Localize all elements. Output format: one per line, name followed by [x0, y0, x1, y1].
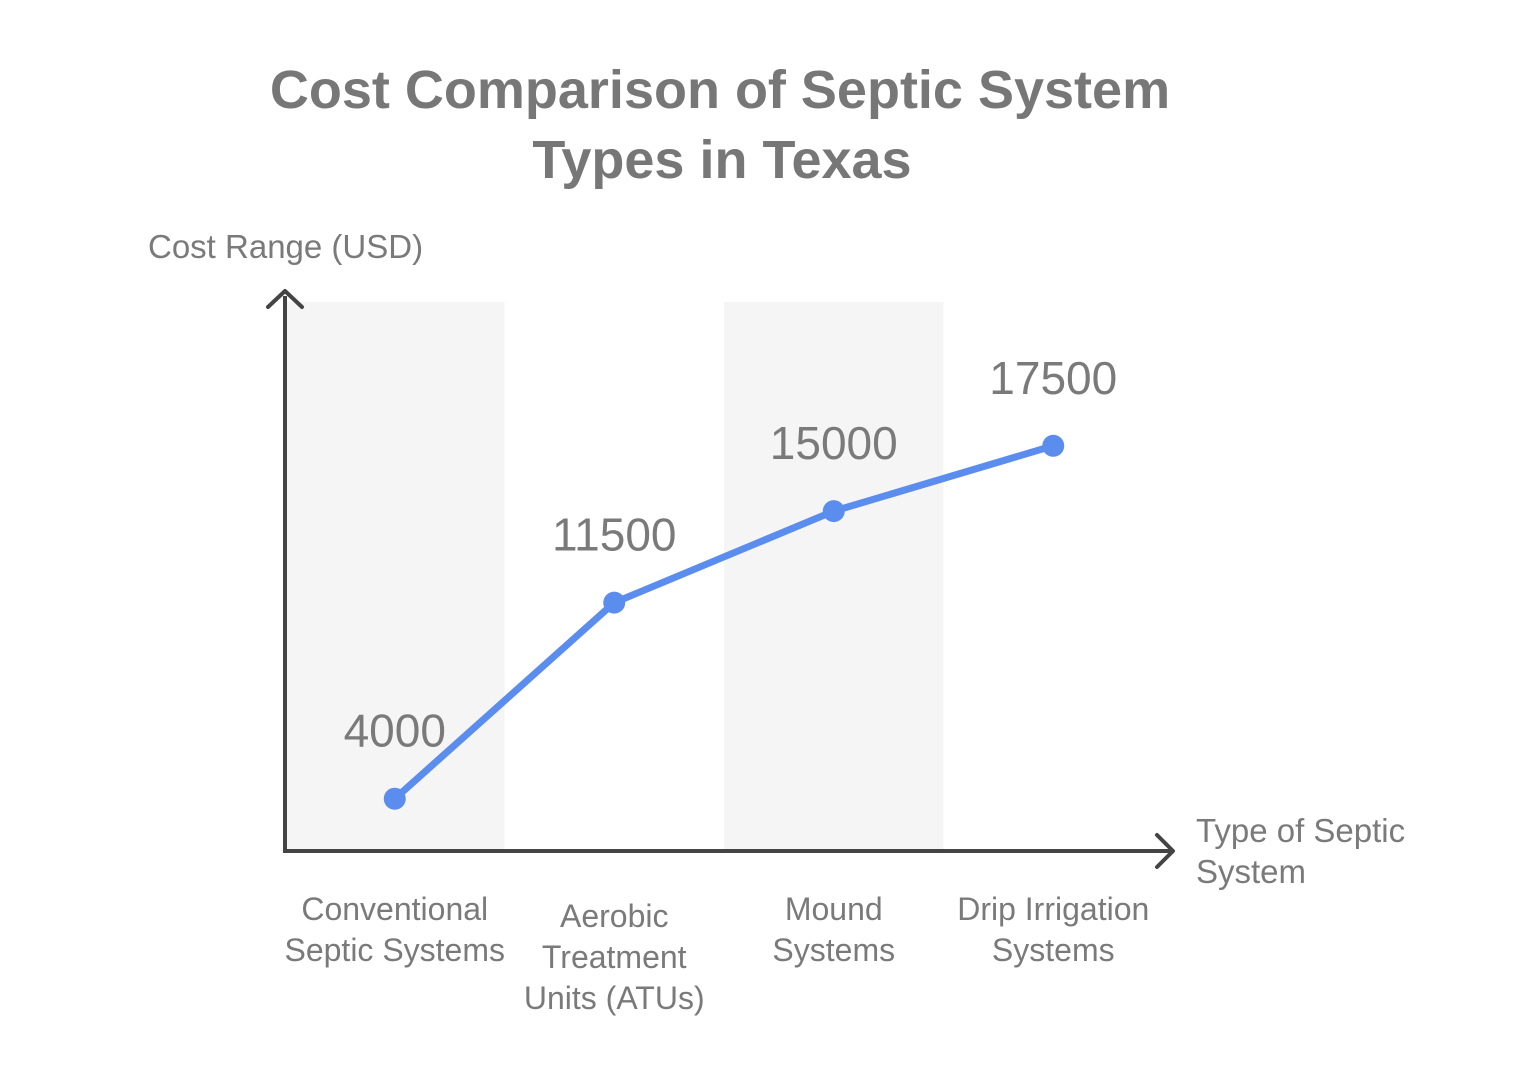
- axes: [266, 289, 1175, 869]
- y-axis-arrow: [266, 289, 304, 309]
- category-bands: [285, 302, 944, 851]
- data-point-1: [383, 787, 406, 810]
- data-label-2: 11500: [552, 509, 677, 561]
- data-point-2: [603, 591, 626, 614]
- y-axis-title: Cost Range (USD): [148, 228, 423, 265]
- x-tick-label-4: Drip Irrigation Systems: [957, 891, 1149, 968]
- x-tick-label-2: Aerobic Treatment Units (ATUs): [524, 898, 705, 1016]
- category-band-3: [724, 302, 944, 851]
- data-point-3: [822, 500, 845, 523]
- data-label-4: 17500: [989, 352, 1117, 404]
- x-axis-arrow: [1155, 833, 1175, 869]
- chart-title-line-1: Cost Comparison of Septic System: [270, 60, 1170, 120]
- category-band-1: [285, 302, 505, 851]
- data-label-3: 15000: [770, 417, 898, 469]
- series-line: [391, 442, 1057, 803]
- series-line-group: [383, 434, 1065, 810]
- data-label-1: 4000: [344, 705, 446, 757]
- chart-title-line-2: Types in Texas: [532, 130, 911, 190]
- data-labels: 4000 11500 15000 17500: [344, 352, 1118, 757]
- x-axis-title-line-2: System: [1196, 853, 1306, 890]
- x-axis-title-line-1: Type of Septic: [1196, 812, 1405, 849]
- x-tick-label-3: Mound Systems: [772, 891, 895, 968]
- data-point-4: [1042, 434, 1065, 457]
- x-tick-label-1: Conventional Septic Systems: [284, 891, 505, 968]
